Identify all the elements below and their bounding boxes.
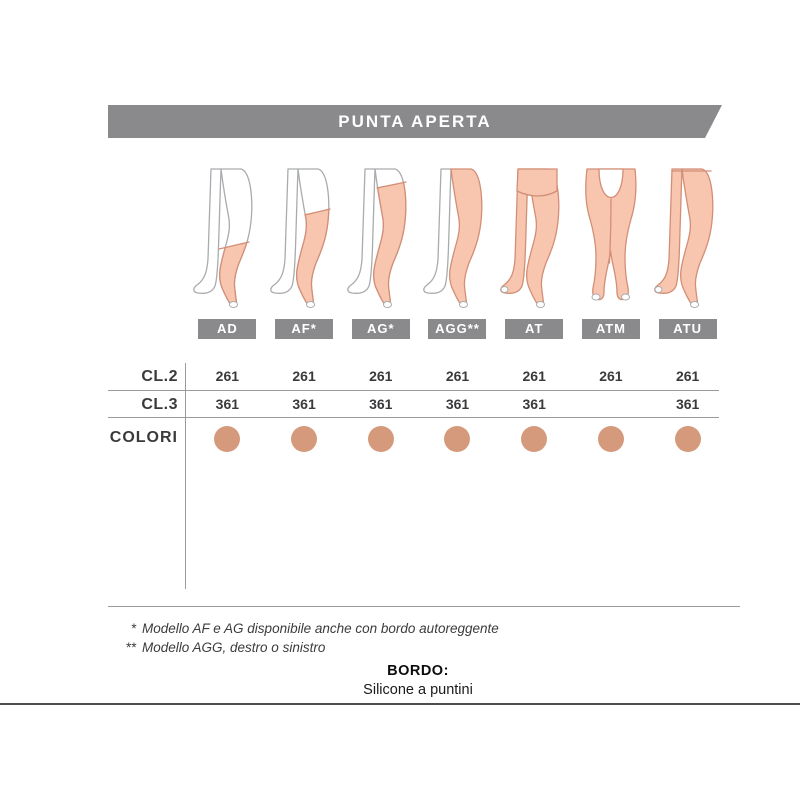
model-label-agg: AGG** xyxy=(428,319,487,339)
cl2-value: 261 xyxy=(215,368,240,384)
cl2-value: 261 xyxy=(522,368,546,384)
cl2-value: 261 xyxy=(675,368,700,384)
footnote-single-asterisk: * Modello AF e AG disponibile anche con … xyxy=(118,619,499,638)
single-leg-pantyhose-icon xyxy=(653,168,714,308)
leg-cell-ag xyxy=(342,167,419,309)
model-label-at: AT xyxy=(505,319,564,339)
banner-punta-aperta: PUNTA APERTA xyxy=(108,105,722,138)
page-bottom-rule xyxy=(0,703,800,705)
row-label-cl2: CL.2 xyxy=(141,368,178,385)
cl3-value: 361 xyxy=(445,396,470,412)
cl2-value: 261 xyxy=(292,368,316,384)
leg-illustrations-row xyxy=(189,167,726,309)
footnote-marker: * xyxy=(130,621,136,636)
table-vertical-divider xyxy=(185,363,186,589)
model-label-ad: AD xyxy=(198,319,257,339)
leg-cell-ad xyxy=(189,167,266,309)
cl3-values: 361 361 361 361 361 361 xyxy=(189,396,726,423)
color-dot xyxy=(444,426,471,452)
hip-attachment-stocking-icon xyxy=(423,168,483,308)
color-dot xyxy=(291,426,318,452)
cl3-value: 361 xyxy=(522,396,546,412)
bordo-title: BORDO: xyxy=(387,663,449,679)
pantyhose-icon xyxy=(500,168,560,308)
cl3-value: 361 xyxy=(675,396,700,412)
bordo-subtitle: Silicone a puntini xyxy=(363,682,473,698)
row-label-cl3: CL.3 xyxy=(141,396,178,413)
color-dot xyxy=(214,426,241,452)
cl3-value: 361 xyxy=(369,396,393,412)
footnote-text: Modello AGG, destro o sinistro xyxy=(142,640,326,655)
banner-title: PUNTA APERTA xyxy=(338,111,492,131)
color-dot xyxy=(367,426,394,452)
table-row-divider xyxy=(108,417,719,418)
knee-high-stocking-icon xyxy=(193,168,253,308)
row-label-colori: COLORI xyxy=(109,429,178,446)
table-row-divider xyxy=(108,390,719,391)
leg-cell-atm xyxy=(573,167,650,309)
cl3-value: 361 xyxy=(292,396,316,412)
thigh-high-stocking-icon xyxy=(270,168,331,308)
footnote-double-asterisk: ** Modello AGG, destro o sinistro xyxy=(118,638,499,657)
cl3-value: 361 xyxy=(215,396,240,412)
model-label-af: AF* xyxy=(275,319,334,339)
leg-cell-af xyxy=(266,167,343,309)
maternity-pantyhose-icon xyxy=(585,168,637,301)
leg-cell-at xyxy=(496,167,573,309)
cl2-value: 261 xyxy=(445,368,470,384)
model-label-ag: AG* xyxy=(351,319,410,339)
color-dot xyxy=(521,426,548,452)
footnote-divider xyxy=(108,606,740,607)
color-dot xyxy=(597,426,624,452)
long-thigh-stocking-icon xyxy=(346,168,407,308)
footnote-marker: ** xyxy=(125,640,136,655)
model-label-atu: ATU xyxy=(658,319,717,339)
color-dot xyxy=(674,426,701,452)
leg-cell-atu xyxy=(649,167,726,309)
footnotes: * Modello AF e AG disponibile anche con … xyxy=(118,619,499,657)
model-labels-row: AD AF* AG* AGG** AT ATM ATU xyxy=(189,319,726,339)
bordo-block: BORDO: Silicone a puntini xyxy=(18,663,800,698)
color-dots-row xyxy=(189,418,726,462)
cl2-value: 261 xyxy=(369,368,393,384)
footnote-text: Modello AF e AG disponibile anche con bo… xyxy=(142,621,499,636)
leg-cell-agg xyxy=(419,167,496,309)
model-label-atm: ATM xyxy=(581,319,640,339)
cl2-values: 261 261 261 261 261 261 261 xyxy=(189,368,726,395)
cl2-value: 261 xyxy=(599,368,623,384)
